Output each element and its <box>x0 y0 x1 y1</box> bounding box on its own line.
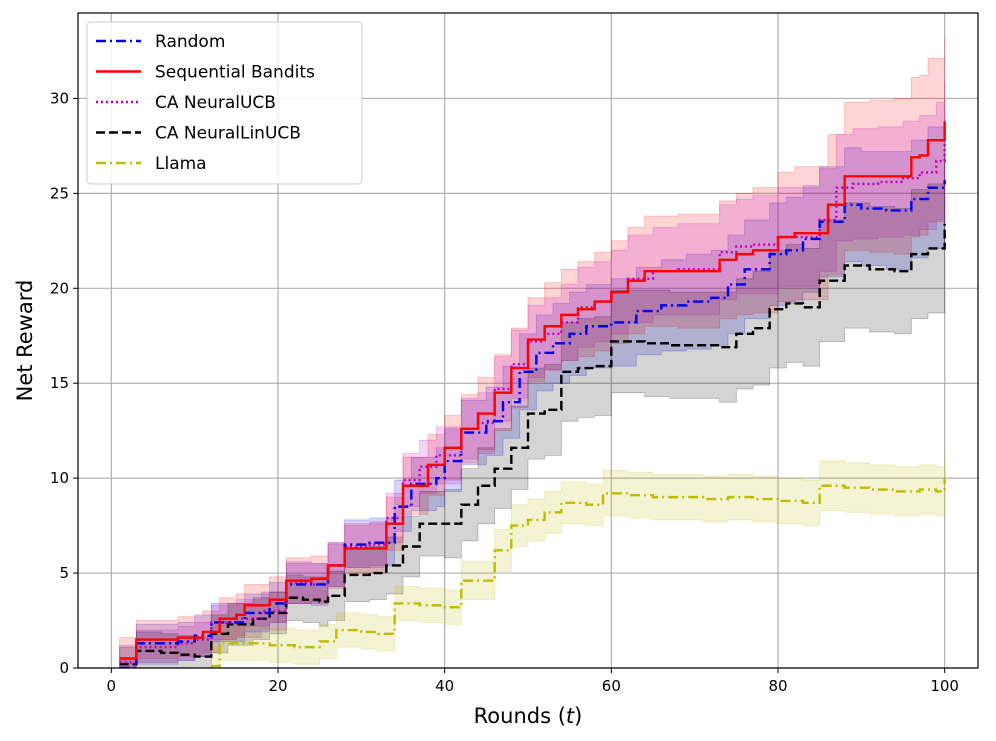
x-tick-label: 100 <box>930 677 959 695</box>
x-axis-label-suffix: ) <box>574 704 582 728</box>
x-tick-label: 0 <box>107 677 117 695</box>
legend: Random Sequential Bandits CA NeuralUCB CA N… <box>86 21 363 185</box>
axes-frame <box>77 12 979 669</box>
x-tick-label: 80 <box>768 677 787 695</box>
y-tick-label: 15 <box>50 374 69 392</box>
y-tick-label: 30 <box>50 89 69 107</box>
line-ca-neuralucb <box>119 144 946 664</box>
legend-label: CA NeuralLinUCB <box>155 124 301 144</box>
y-tick-label: 25 <box>50 184 69 202</box>
y-tick-label: 10 <box>50 469 69 487</box>
legend-label: Sequential Bandits <box>155 63 315 83</box>
x-axis-label-prefix: Rounds ( <box>474 704 566 728</box>
legend-label: CA NeuralUCB <box>155 93 276 113</box>
band-sequential-bandits <box>119 37 946 668</box>
legend-box <box>86 21 363 185</box>
y-tick-label: 0 <box>59 659 69 677</box>
series-lines <box>119 121 946 668</box>
x-axis-label-variable: t <box>566 704 575 728</box>
legend-label: Llama <box>155 154 207 174</box>
x-tick-label: 20 <box>268 677 287 695</box>
line-sequential-bandits <box>119 121 946 660</box>
band-llama <box>210 451 946 668</box>
y-tick-label: 20 <box>50 279 69 297</box>
axis-ticks: 0 20 40 60 80 100 0 5 10 15 20 25 30 <box>50 89 959 695</box>
legend-label: Random <box>155 32 225 52</box>
y-tick-label: 5 <box>59 564 69 582</box>
y-axis-label: Net Reward <box>13 280 37 402</box>
x-tick-label: 40 <box>435 677 454 695</box>
x-axis-label: Rounds (t) <box>474 704 583 728</box>
x-tick-label: 60 <box>602 677 621 695</box>
band-ca-neuralucb <box>119 83 946 668</box>
